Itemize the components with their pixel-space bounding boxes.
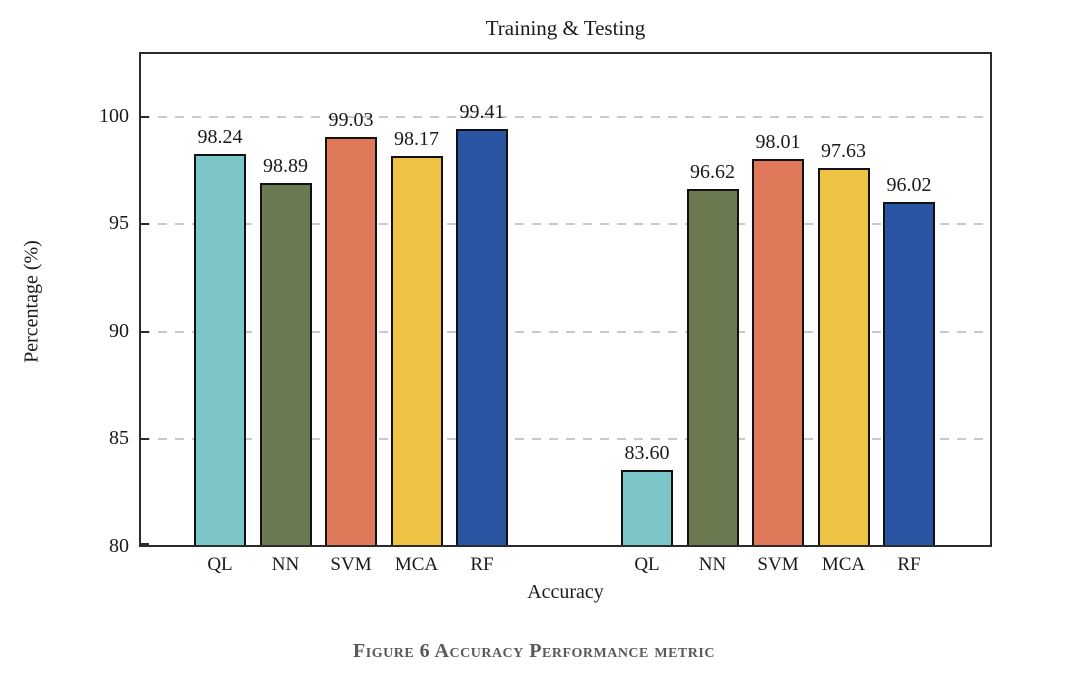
bar-value-label-training-ql: 98.24 <box>197 126 243 149</box>
x-axis-label: Accuracy <box>527 581 604 603</box>
bar-value-label-testing-svm: 98.01 <box>755 131 801 154</box>
x-tick-label-training-mca: MCA <box>394 554 439 575</box>
y-tick-95 <box>139 223 149 226</box>
bar-value-label-training-svm: 99.03 <box>328 109 374 132</box>
y-tick-label-90: 90 <box>109 319 129 342</box>
y-tick-label-80: 80 <box>109 535 129 557</box>
bar-value-label-testing-mca: 97.63 <box>821 139 866 162</box>
chart-title: Training & Testing <box>485 16 646 40</box>
x-tick-label-testing-nn: NN <box>698 554 727 575</box>
bar-training-nn <box>259 182 312 547</box>
y-tick-label-85: 85 <box>109 427 129 450</box>
bar-value-label-testing-nn: 96.62 <box>690 161 735 184</box>
y-tick-100 <box>139 115 149 118</box>
gridline-90 <box>141 330 990 333</box>
x-tick-label-training-rf: RF <box>470 554 494 575</box>
x-tick-label-testing-svm: SVM <box>757 554 799 575</box>
x-tick-label-testing-mca: MCA <box>821 554 866 575</box>
gridline-95 <box>141 223 990 226</box>
bar-training-rf <box>456 129 508 547</box>
bar-testing-nn <box>686 189 739 547</box>
bar-training-mca <box>390 155 443 547</box>
bar-testing-mca <box>817 167 870 547</box>
x-tick-label-training-nn: NN <box>271 554 300 575</box>
plot-area <box>139 52 992 547</box>
bar-value-label-training-mca: 98.17 <box>394 127 439 150</box>
x-tick-label-training-ql: QL <box>207 554 233 575</box>
bar-value-label-testing-ql: 83.60 <box>624 441 670 464</box>
bar-value-label-training-rf: 99.41 <box>459 101 505 124</box>
y-tick-90 <box>139 330 149 333</box>
x-tick-label-testing-rf: RF <box>897 554 921 575</box>
bar-training-svm <box>325 137 377 547</box>
y-tick-label-95: 95 <box>109 212 129 235</box>
y-tick-80 <box>139 543 149 545</box>
gridline-100 <box>141 115 990 118</box>
x-tick-label-training-svm: SVM <box>330 554 372 575</box>
bar-testing-ql <box>621 469 673 547</box>
x-tick-label-testing-ql: QL <box>634 554 660 575</box>
bar-testing-svm <box>752 159 804 547</box>
gridline-85 <box>141 438 990 441</box>
bar-training-ql <box>194 154 246 547</box>
y-tick-85 <box>139 438 149 441</box>
y-tick-label-100: 100 <box>99 104 129 127</box>
bar-value-label-training-nn: 98.89 <box>263 154 308 177</box>
figure-caption: Figure 6 Accuracy Performance metric <box>353 640 715 662</box>
bar-testing-rf <box>883 202 935 547</box>
bar-value-label-testing-rf: 96.02 <box>886 174 932 197</box>
y-axis-label: Percentage (%) <box>20 240 43 363</box>
